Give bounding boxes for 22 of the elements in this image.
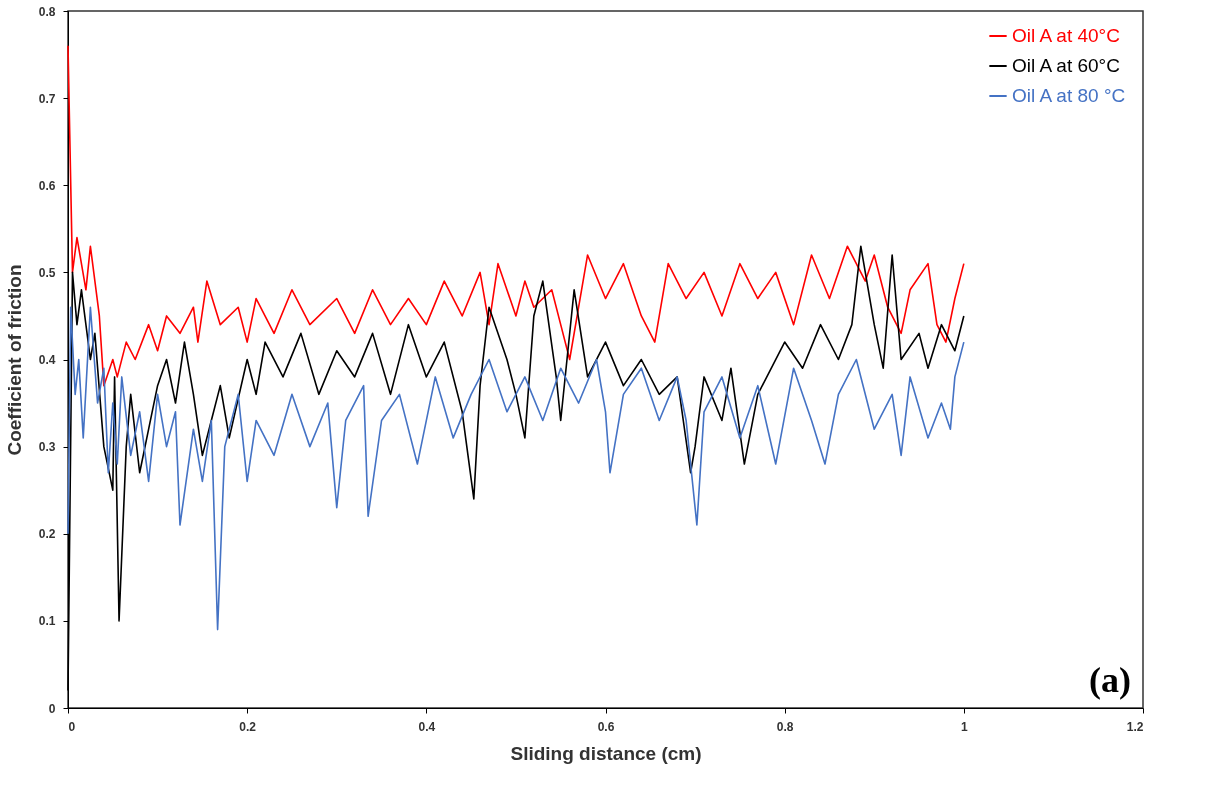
y-tick-label: 0.3 bbox=[38, 440, 56, 455]
x-tick-label: 0.2 bbox=[239, 719, 257, 734]
y-axis-title: Coefficient of friction bbox=[3, 264, 25, 456]
x-tick-label: 0.4 bbox=[418, 719, 436, 734]
legend-label: Oil A at 40°C bbox=[1012, 25, 1120, 46]
legend-label: Oil A at 80 °C bbox=[1012, 85, 1126, 106]
legend-label: Oil A at 60°C bbox=[1012, 55, 1120, 76]
y-tick-label: 0.1 bbox=[38, 614, 56, 629]
y-tick-label: 0.8 bbox=[38, 4, 56, 19]
annotation: (a) bbox=[1089, 660, 1131, 700]
y-tick-label: 0.5 bbox=[38, 265, 56, 280]
y-tick-label: 0 bbox=[48, 701, 56, 716]
x-tick-label: 1 bbox=[960, 719, 968, 734]
x-axis-title: Sliding distance (cm) bbox=[510, 742, 702, 764]
x-tick-label: 0 bbox=[68, 719, 76, 734]
x-tick-label: 1.2 bbox=[1126, 719, 1144, 734]
y-tick-label: 0.6 bbox=[38, 178, 56, 193]
x-tick-label: 0.8 bbox=[776, 719, 794, 734]
x-tick-label: 0.6 bbox=[597, 719, 615, 734]
y-tick-label: 0.2 bbox=[38, 527, 56, 542]
y-tick-label: 0.7 bbox=[38, 91, 56, 106]
y-tick-label: 0.4 bbox=[38, 353, 56, 367]
